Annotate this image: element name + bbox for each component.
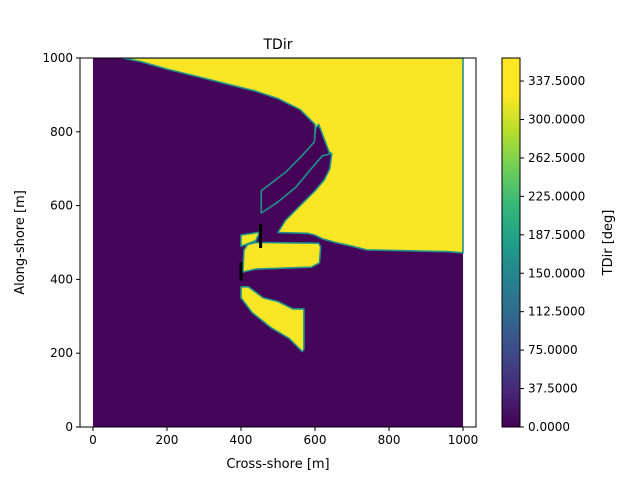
plot-area (92, 58, 464, 427)
colorbar-tick-label: 337.5000 (528, 74, 585, 88)
plot-frame (79, 57, 477, 428)
x-tick-label: 200 (156, 433, 179, 447)
x-tick-label: 800 (378, 433, 401, 447)
y-tick-label: 600 (50, 199, 73, 213)
x-axis-ticks: 0 200 400 600 800 1000 (89, 427, 478, 447)
colorbar-ticks: 0.0000 37.5000 75.0000 112.5000 150.0000 187.… (520, 74, 585, 434)
colorbar-tick-label: 0.0000 (528, 420, 570, 434)
colorbar-tick-label: 150.0000 (528, 266, 585, 280)
y-tick-label: 1000 (42, 51, 73, 65)
region-upper-right (121, 58, 464, 254)
x-tick-label: 400 (230, 433, 253, 447)
region-middle-bar (242, 241, 322, 273)
colorbar-tick-label: 187.5000 (528, 228, 585, 242)
colorbar-tick-label: 37.5000 (528, 382, 578, 396)
y-tick-label: 400 (50, 272, 73, 286)
y-tick-label: 800 (50, 125, 73, 139)
x-axis-label: Cross-shore [m] (226, 457, 329, 472)
region-small-yellow-wedge (240, 231, 261, 247)
structures-layer (239, 224, 263, 281)
x-tick-label: 1000 (448, 433, 479, 447)
y-axis-ticks: 0 200 400 600 800 1000 (42, 51, 80, 434)
colorbar-tick-label: 262.5000 (528, 151, 585, 165)
y-axis-label: Along-shore [m] (13, 190, 28, 295)
colorbar (501, 57, 521, 428)
chart-title: TDir (263, 37, 293, 53)
region-upper-finger (260, 123, 331, 214)
regions-layer (121, 58, 464, 353)
x-tick-label: 600 (304, 433, 327, 447)
x-tick-label: 0 (89, 433, 97, 447)
colorbar-tick-label: 225.0000 (528, 189, 585, 203)
colorbar-tick-label: 300.0000 (528, 113, 585, 127)
y-tick-label: 200 (50, 346, 73, 360)
colorbar-tick-label: 75.0000 (528, 343, 578, 357)
y-tick-label: 0 (65, 420, 73, 434)
region-lower-finger (240, 285, 305, 353)
colorbar-label: TDir [deg] (601, 210, 616, 277)
colorbar-tick-label: 112.5000 (528, 305, 585, 319)
